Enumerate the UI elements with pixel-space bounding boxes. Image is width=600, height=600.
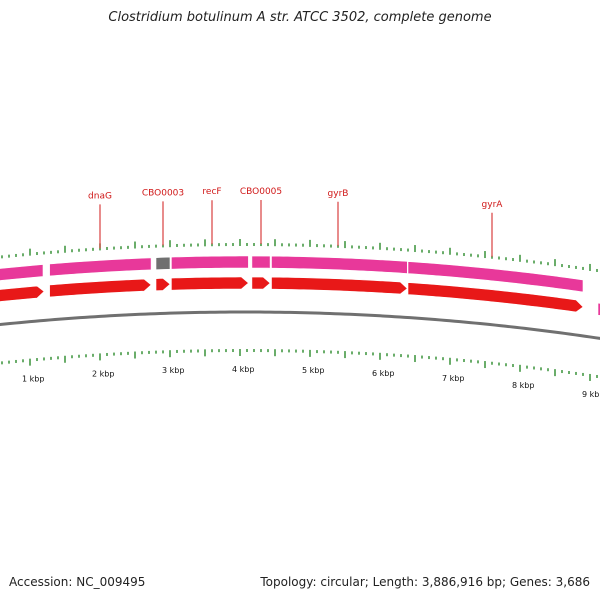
gene-label-recf: recF <box>202 187 221 197</box>
gene-band-left-fragment <box>0 264 44 281</box>
gene-band-cbo0005 <box>251 255 271 269</box>
scale-label-5-kbp: 5 kbp <box>302 366 324 375</box>
cds-arrow-cbo0003 <box>155 278 171 291</box>
genome-summary-text: Topology: circular; Length: 3,886,916 bp… <box>260 575 590 589</box>
scale-label-6-kbp: 6 kbp <box>372 369 394 378</box>
cds-arrow-gyrb <box>271 276 408 295</box>
gene-label-gyrb: gyrB <box>328 189 349 199</box>
scale-label-2-kbp: 2 kbp <box>92 369 114 378</box>
gene-band-gyra <box>407 261 584 293</box>
scale-label-9-kbp: 9 kbp <box>582 390 600 399</box>
gene-band-recf <box>171 255 249 270</box>
cds-arrow-left-fragment <box>0 285 45 302</box>
accession-text: Accession: NC_009495 <box>9 575 146 589</box>
backbone-line <box>0 310 600 340</box>
gene-band-gyrb <box>271 255 408 274</box>
scale-label-3-kbp: 3 kbp <box>162 366 184 375</box>
gene-label-cbo0005: CBO0005 <box>240 187 282 197</box>
cds-arrow-recf <box>171 276 249 291</box>
scale-label-8-kbp: 8 kbp <box>512 381 534 390</box>
genome-title: Clostridium botulinum A str. ATCC 3502, … <box>108 10 492 25</box>
cds-arrow-dnag <box>49 278 152 298</box>
gene-label-cbo0003: CBO0003 <box>142 188 184 198</box>
gene-band-dnag <box>49 257 152 277</box>
cds-arrow-gyra <box>407 282 584 313</box>
gene-label-dnag: dnaG <box>88 191 112 201</box>
gene-band-cbo0003 <box>155 256 171 270</box>
scale-label-7-kbp: 7 kbp <box>442 374 464 383</box>
cds-arrow-cbo0005 <box>251 276 271 290</box>
gene-label-gyra: gyrA <box>482 200 504 210</box>
scale-label-1-kbp: 1 kbp <box>22 375 44 384</box>
scale-label-4-kbp: 4 kbp <box>232 365 254 374</box>
